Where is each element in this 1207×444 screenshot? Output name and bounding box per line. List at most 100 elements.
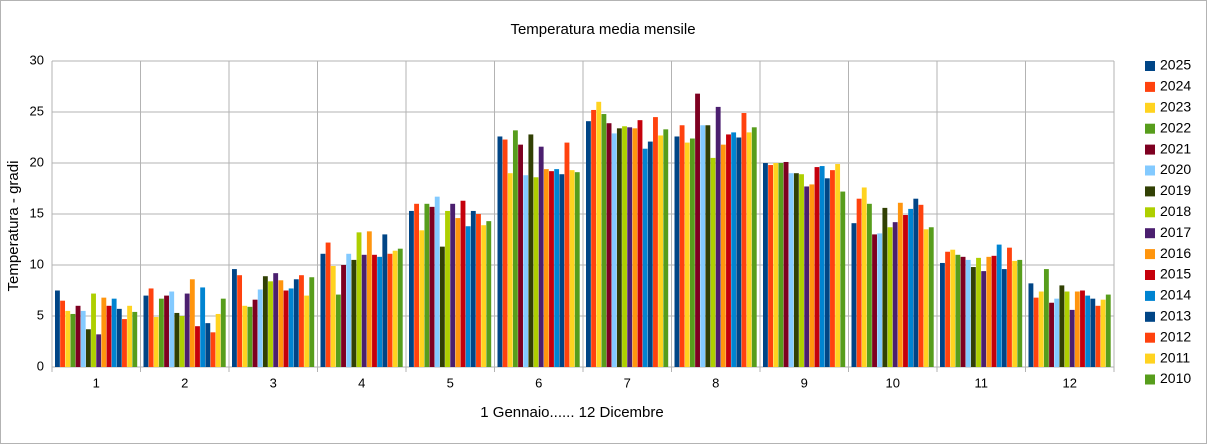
bar <box>611 133 617 367</box>
bar <box>783 161 789 367</box>
bar <box>856 198 862 367</box>
x-tick-label: 11 <box>975 375 989 390</box>
bar <box>330 266 336 367</box>
y-tick-label: 0 <box>37 358 44 373</box>
bar <box>242 305 248 367</box>
bar <box>642 148 648 367</box>
bar <box>200 287 206 367</box>
bar <box>965 259 971 367</box>
bar <box>647 141 653 367</box>
x-tick-label: 4 <box>358 375 365 390</box>
bar <box>148 288 154 367</box>
bar <box>903 215 908 367</box>
bar <box>1017 259 1023 367</box>
bar <box>397 248 403 367</box>
bar <box>179 316 185 367</box>
bar <box>804 186 810 367</box>
legend-label: 2022 <box>1160 119 1191 135</box>
bar <box>824 178 830 367</box>
bar <box>1038 291 1044 367</box>
bar <box>1028 283 1034 367</box>
bar <box>1100 299 1106 367</box>
bar <box>299 275 304 367</box>
bar <box>481 225 487 367</box>
bar <box>877 233 883 367</box>
y-tick-label: 10 <box>30 256 44 271</box>
bar <box>731 132 737 367</box>
bar <box>283 290 289 367</box>
bar <box>763 163 768 367</box>
bar <box>689 138 695 367</box>
bar <box>252 299 258 367</box>
bar <box>164 295 169 367</box>
bar <box>351 259 357 367</box>
bar <box>830 170 835 367</box>
bar <box>325 242 331 367</box>
bar <box>705 125 711 367</box>
bar <box>814 167 820 367</box>
bar <box>710 157 716 367</box>
legend-swatch <box>1145 290 1155 301</box>
bar <box>851 223 857 367</box>
y-tick-label: 30 <box>30 52 44 67</box>
bar <box>232 269 237 367</box>
bar <box>247 306 253 367</box>
bar <box>622 126 627 367</box>
bar <box>460 200 466 367</box>
bar <box>96 334 102 367</box>
legend-swatch <box>1145 249 1155 260</box>
legend-label: 2017 <box>1160 224 1191 240</box>
bar <box>116 308 122 367</box>
legend-label: 2013 <box>1160 308 1191 324</box>
bar <box>174 312 180 367</box>
bar <box>1054 298 1060 367</box>
bar <box>586 121 591 368</box>
bar <box>1049 302 1054 367</box>
bar <box>205 323 211 367</box>
bar <box>143 295 149 367</box>
bar <box>346 253 352 367</box>
bar <box>486 221 492 367</box>
bar <box>127 305 133 367</box>
bar <box>861 187 867 367</box>
bar <box>366 231 372 367</box>
bar <box>913 198 919 367</box>
bar <box>736 137 742 367</box>
bar <box>746 132 752 367</box>
bar <box>497 136 503 367</box>
bar <box>549 171 554 367</box>
bar <box>309 277 315 367</box>
bar <box>60 300 66 367</box>
x-tick-label: 10 <box>886 375 900 390</box>
legend-label: 2021 <box>1160 140 1191 156</box>
bar <box>569 170 575 367</box>
bar <box>819 166 825 367</box>
y-tick-label: 25 <box>30 103 44 118</box>
bar <box>928 227 934 367</box>
bar <box>465 226 471 367</box>
bar <box>429 206 435 367</box>
bar <box>262 276 268 367</box>
bar <box>1043 269 1049 367</box>
bar <box>751 127 757 367</box>
bar <box>382 234 388 367</box>
bar <box>637 120 643 367</box>
bar <box>153 317 159 367</box>
bar <box>940 262 945 367</box>
bar <box>616 128 622 367</box>
legend-label: 2016 <box>1160 245 1191 261</box>
legend-swatch <box>1145 332 1155 343</box>
bar <box>778 163 784 367</box>
bar <box>80 310 86 367</box>
x-tick-label: 9 <box>801 375 808 390</box>
bar <box>835 164 841 367</box>
bar <box>627 127 633 367</box>
bar <box>70 313 76 367</box>
bar <box>470 210 476 367</box>
x-tick-label: 3 <box>270 375 277 390</box>
bar <box>439 246 445 367</box>
legend-label: 2018 <box>1160 203 1191 219</box>
chart-title: Temperatura media mensile <box>510 21 695 38</box>
